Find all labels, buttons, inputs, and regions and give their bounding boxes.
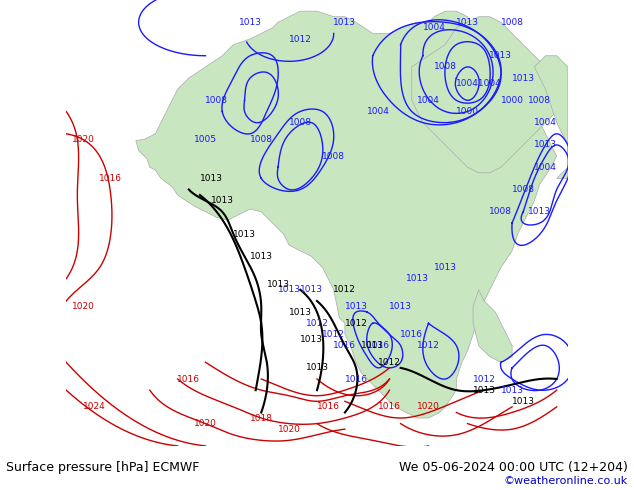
Text: 1013: 1013 (434, 263, 456, 272)
Text: 1024: 1024 (82, 402, 105, 412)
Text: 10041004: 10041004 (456, 79, 501, 88)
Text: 1005: 1005 (194, 135, 217, 144)
Text: ©weatheronline.co.uk: ©weatheronline.co.uk (503, 476, 628, 486)
Text: 1016: 1016 (400, 330, 424, 339)
Text: 1008: 1008 (434, 62, 456, 72)
Text: 1016: 1016 (100, 174, 122, 183)
Text: 1013: 1013 (512, 397, 534, 406)
Text: 1012: 1012 (289, 34, 312, 44)
Text: 1012: 1012 (333, 285, 356, 294)
Text: 1008: 1008 (489, 207, 512, 216)
Text: 1000: 1000 (456, 107, 479, 116)
Text: 1016: 1016 (333, 341, 356, 350)
Text: 1016: 1016 (367, 341, 390, 350)
Text: 1020: 1020 (278, 425, 301, 434)
Text: 1013: 1013 (534, 141, 557, 149)
Text: 1020: 1020 (72, 302, 94, 311)
Polygon shape (136, 11, 557, 418)
Text: 1000: 1000 (501, 96, 524, 105)
Text: 1013: 1013 (529, 207, 552, 216)
Text: 1004: 1004 (417, 96, 440, 105)
Text: 1013: 1013 (238, 18, 262, 27)
Text: 1013: 1013 (278, 285, 301, 294)
Text: 1013: 1013 (406, 274, 429, 283)
Text: Surface pressure [hPa] ECMWF: Surface pressure [hPa] ECMWF (6, 462, 200, 474)
Text: 1020: 1020 (72, 135, 94, 144)
Text: 1008: 1008 (501, 18, 524, 27)
Text: 1008: 1008 (512, 185, 534, 194)
Text: 1020: 1020 (417, 402, 440, 412)
Text: 1016: 1016 (344, 374, 368, 384)
Text: 1012: 1012 (417, 341, 440, 350)
Text: 1013: 1013 (361, 341, 384, 350)
Text: We 05-06-2024 00:00 UTC (12+204): We 05-06-2024 00:00 UTC (12+204) (399, 462, 628, 474)
Text: 1016: 1016 (378, 402, 401, 412)
Text: 1008: 1008 (250, 135, 273, 144)
Text: 1004: 1004 (534, 118, 557, 127)
Text: 1013: 1013 (501, 386, 524, 394)
Text: 1013: 1013 (300, 336, 323, 344)
Text: 1012: 1012 (378, 358, 401, 367)
Text: 1016: 1016 (178, 374, 200, 384)
Polygon shape (534, 56, 568, 178)
Text: 1013: 1013 (306, 364, 328, 372)
Text: 1013: 1013 (344, 302, 368, 311)
Text: 1013: 1013 (266, 280, 290, 289)
Text: 1018: 1018 (250, 414, 273, 422)
Text: 1013: 1013 (210, 196, 234, 205)
Text: 1013: 1013 (456, 18, 479, 27)
Text: 1012: 1012 (306, 319, 328, 328)
Text: 1013: 1013 (473, 386, 496, 394)
Text: 1013: 1013 (389, 302, 412, 311)
Text: 1013: 1013 (200, 174, 223, 183)
Text: 1012: 1012 (344, 319, 368, 328)
Text: 1013: 1013 (300, 285, 323, 294)
Polygon shape (411, 17, 557, 173)
Text: 1013: 1013 (288, 308, 312, 317)
Text: 1013: 1013 (333, 18, 356, 27)
Text: 1008: 1008 (205, 96, 228, 105)
Text: 1008: 1008 (322, 151, 346, 161)
Polygon shape (473, 290, 512, 362)
Text: 1013: 1013 (233, 230, 256, 239)
Text: 1004: 1004 (367, 107, 390, 116)
Text: 1016: 1016 (316, 402, 340, 412)
Text: 1004: 1004 (534, 163, 557, 172)
Text: 1013: 1013 (250, 252, 273, 261)
Text: 1020: 1020 (194, 419, 217, 428)
Text: 1013: 1013 (489, 51, 512, 60)
Text: 1008: 1008 (529, 96, 552, 105)
Text: 1004: 1004 (423, 24, 446, 32)
Text: 1012: 1012 (473, 374, 496, 384)
Text: 1008: 1008 (288, 118, 312, 127)
Text: 1012: 1012 (322, 330, 345, 339)
Text: 1013: 1013 (512, 74, 534, 82)
